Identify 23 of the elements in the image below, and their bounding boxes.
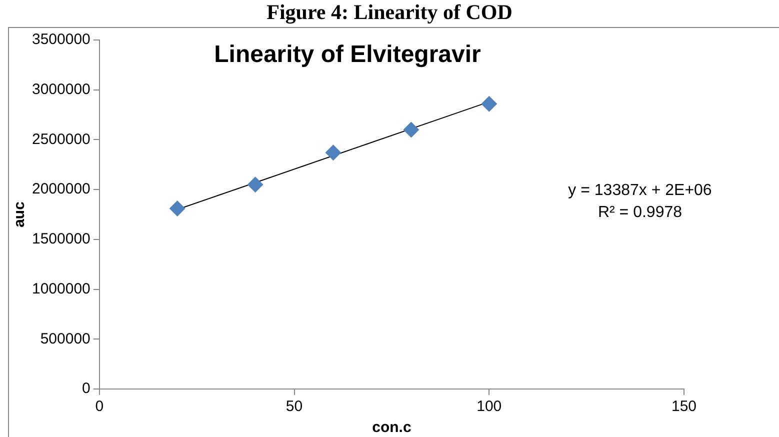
annotation: y = 13387x + 2E+06 <box>567 181 713 201</box>
y-tick-label: 3500000 <box>32 31 90 48</box>
x-tick-label: 0 <box>95 398 104 416</box>
x-tick-label: 50 <box>286 398 303 416</box>
y-tick-label: 2000000 <box>32 180 90 198</box>
x-tick-label: 100 <box>476 398 502 416</box>
y-tick-label: 500000 <box>40 330 90 348</box>
point <box>481 96 498 112</box>
point <box>403 122 420 138</box>
chart-title: Linearity of Elvitegravir <box>214 41 481 68</box>
y-axis-title: auc <box>11 202 28 228</box>
point <box>169 200 186 217</box>
x-tick-label: 150 <box>671 398 697 416</box>
caption: Figure 4: Linearity of COD <box>266 0 514 25</box>
point <box>325 144 342 161</box>
y-tick-label: 3000000 <box>32 81 90 98</box>
x-axis-title: con.c <box>372 419 412 436</box>
y-tick-label: 1000000 <box>32 280 90 298</box>
annotation: R² = 0.9978 <box>596 203 684 223</box>
point <box>247 176 264 193</box>
y-tick-label: 2500000 <box>32 130 90 148</box>
y-tick-label: 1500000 <box>32 230 90 248</box>
y-tick-label: 0 <box>82 380 90 398</box>
